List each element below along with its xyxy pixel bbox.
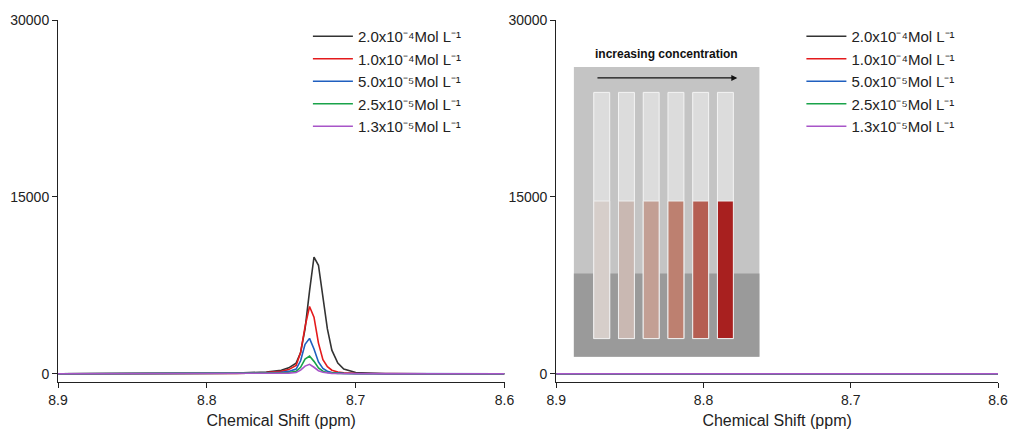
svg-text:1.0x10⁻⁴Mol L⁻¹: 1.0x10⁻⁴Mol L⁻¹ xyxy=(851,51,954,68)
svg-text:1.3x10⁻⁵Mol L⁻¹: 1.3x10⁻⁵Mol L⁻¹ xyxy=(851,118,954,135)
svg-text:8.7: 8.7 xyxy=(346,392,366,408)
svg-text:30000: 30000 xyxy=(10,12,49,28)
svg-text:Chemical Shift (ppm): Chemical Shift (ppm) xyxy=(702,412,851,429)
svg-text:8.8: 8.8 xyxy=(197,392,217,408)
svg-text:8.6: 8.6 xyxy=(495,392,515,408)
svg-text:8.9: 8.9 xyxy=(48,392,68,408)
svg-text:30000: 30000 xyxy=(508,12,547,28)
svg-text:15000: 15000 xyxy=(508,189,547,205)
svg-text:2.0x10⁻⁴Mol L⁻¹: 2.0x10⁻⁴Mol L⁻¹ xyxy=(851,28,954,45)
svg-text:8.9: 8.9 xyxy=(546,392,566,408)
svg-text:8.8: 8.8 xyxy=(694,392,714,408)
svg-text:15000: 15000 xyxy=(10,189,49,205)
svg-text:1.0x10⁻⁴Mol L⁻¹: 1.0x10⁻⁴Mol L⁻¹ xyxy=(358,51,461,68)
svg-text:5.0x10⁻⁵Mol L⁻¹: 5.0x10⁻⁵Mol L⁻¹ xyxy=(358,73,461,90)
svg-text:0: 0 xyxy=(41,366,49,382)
svg-text:2.0x10⁻⁴Mol L⁻¹: 2.0x10⁻⁴Mol L⁻¹ xyxy=(358,28,461,45)
svg-text:1.3x10⁻⁵Mol L⁻¹: 1.3x10⁻⁵Mol L⁻¹ xyxy=(358,118,461,135)
svg-text:0: 0 xyxy=(540,366,548,382)
svg-text:2.5x10⁻⁵Mol L⁻¹: 2.5x10⁻⁵Mol L⁻¹ xyxy=(851,96,954,113)
svg-text:8.7: 8.7 xyxy=(841,392,861,408)
svg-text:2.5x10⁻⁵Mol L⁻¹: 2.5x10⁻⁵Mol L⁻¹ xyxy=(358,96,461,113)
svg-text:Chemical Shift (ppm): Chemical Shift (ppm) xyxy=(207,412,356,429)
svg-text:8.6: 8.6 xyxy=(988,392,1008,408)
svg-text:increasing concentration: increasing concentration xyxy=(595,47,738,61)
svg-text:5.0x10⁻⁵Mol L⁻¹: 5.0x10⁻⁵Mol L⁻¹ xyxy=(851,73,954,90)
